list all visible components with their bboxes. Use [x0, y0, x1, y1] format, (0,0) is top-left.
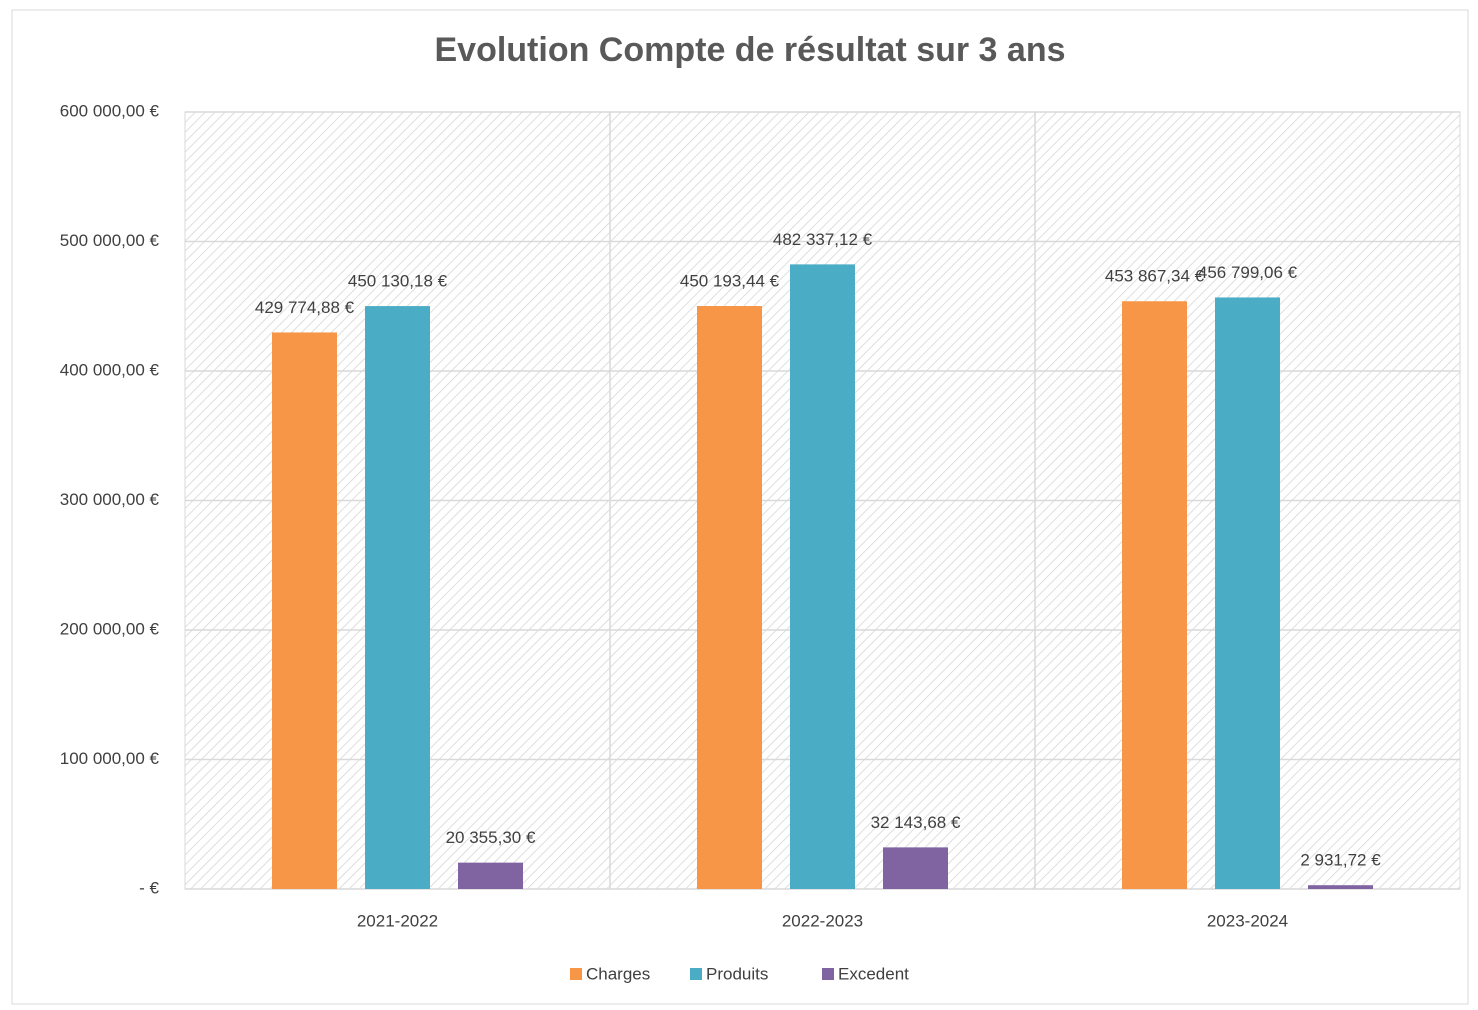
legend-swatch — [822, 968, 834, 980]
data-label: 453 867,34 € — [1105, 267, 1205, 286]
y-tick-label: 600 000,00 € — [60, 101, 160, 120]
legend-swatch — [570, 968, 582, 980]
data-label: 450 193,44 € — [680, 271, 780, 290]
data-label: 456 799,06 € — [1198, 263, 1298, 282]
bar — [790, 264, 855, 890]
x-tick-label: 2023-2024 — [1207, 911, 1288, 930]
y-tick-label: 500 000,00 € — [60, 231, 160, 250]
legend-swatch — [690, 968, 702, 980]
y-tick-label: 400 000,00 € — [60, 360, 160, 379]
legend-label: Excedent — [838, 964, 909, 983]
y-tick-label: 200 000,00 € — [60, 619, 160, 638]
y-tick-label: 100 000,00 € — [60, 749, 160, 768]
data-label: 32 143,68 € — [871, 813, 961, 832]
y-tick-label: 300 000,00 € — [60, 490, 160, 509]
y-tick-label: - € — [139, 878, 159, 897]
data-label: 2 931,72 € — [1300, 851, 1381, 870]
legend-label: Charges — [586, 964, 650, 983]
legend-label: Produits — [706, 964, 768, 983]
bar — [883, 847, 948, 889]
bar — [272, 332, 337, 889]
data-label: 482 337,12 € — [773, 230, 873, 249]
data-label: 429 774,88 € — [255, 298, 355, 317]
bar — [1308, 885, 1373, 889]
x-tick-label: 2022-2023 — [782, 911, 863, 930]
data-label: 450 130,18 € — [348, 272, 448, 291]
bar — [1122, 301, 1187, 889]
chart-title: Evolution Compte de résultat sur 3 ans — [434, 31, 1065, 69]
data-label: 20 355,30 € — [446, 828, 536, 847]
bar — [697, 305, 762, 889]
x-tick-label: 2021-2022 — [357, 911, 438, 930]
bar — [458, 862, 523, 889]
bar — [365, 306, 430, 889]
bar — [1215, 297, 1280, 890]
